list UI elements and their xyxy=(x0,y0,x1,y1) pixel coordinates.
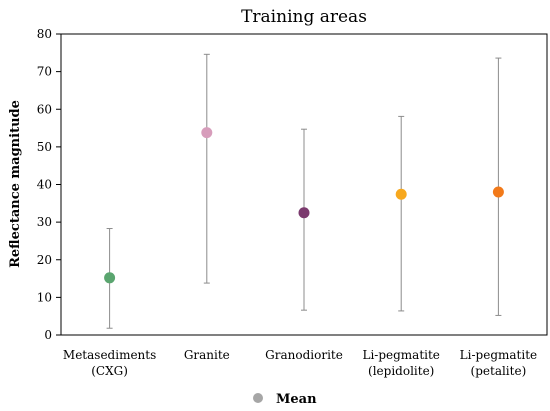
x-category-label: Metasediments xyxy=(63,348,156,362)
y-tick-label: 30 xyxy=(37,215,52,229)
x-category-label: Granodiorite xyxy=(265,348,343,362)
legend-marker xyxy=(253,393,263,403)
series-marks xyxy=(104,53,504,329)
mean-point xyxy=(104,272,116,284)
legend: Mean xyxy=(253,392,317,407)
mean-point xyxy=(201,127,213,139)
y-tick-label: 20 xyxy=(37,253,52,267)
x-category-label: (CXG) xyxy=(91,364,128,378)
mean-point xyxy=(492,186,504,198)
x-axis: Metasediments (CXG) Granite Granodiorite Li-… xyxy=(63,348,537,378)
y-tick-label: 10 xyxy=(37,290,52,304)
mean-point xyxy=(298,207,310,219)
y-tick-label: 0 xyxy=(44,328,52,342)
x-category-label: Li-pegmatite xyxy=(362,348,439,362)
mean-point xyxy=(395,188,407,200)
x-category-label: Granite xyxy=(184,348,230,362)
y-tick-label: 80 xyxy=(37,27,52,41)
y-tick-label: 70 xyxy=(37,65,52,79)
x-category-label: Li-pegmatite xyxy=(460,348,537,362)
y-axis-label: Reflectance magnitude xyxy=(8,100,23,268)
y-axis: 0 10 20 30 40 50 60 70 80 xyxy=(37,27,61,342)
y-tick-label: 50 xyxy=(37,140,52,154)
legend-label: Mean xyxy=(276,392,317,407)
x-category-label: (petalite) xyxy=(471,364,527,378)
y-tick-label: 60 xyxy=(37,102,52,116)
y-tick-label: 40 xyxy=(37,178,52,192)
x-category-label: (lepidolite) xyxy=(368,364,434,378)
chart-title: Training areas xyxy=(241,7,367,27)
